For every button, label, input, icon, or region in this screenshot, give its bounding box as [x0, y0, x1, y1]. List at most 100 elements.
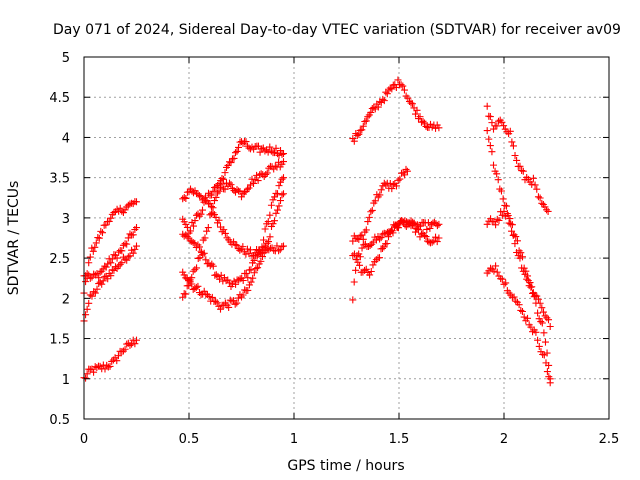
y-tick-label: 1 [62, 373, 70, 388]
data-point-marker [374, 103, 382, 111]
data-point-marker [513, 237, 521, 245]
series-track-c2 [349, 165, 411, 245]
data-point-marker [538, 199, 546, 207]
data-point-marker [133, 198, 140, 206]
data-point-marker [497, 187, 505, 195]
data-point-marker [483, 220, 491, 228]
data-point-marker [518, 253, 526, 261]
data-point-marker [428, 238, 436, 246]
x-tick-label: 1 [290, 432, 298, 447]
data-point-marker [191, 187, 199, 195]
data-point-marker [93, 285, 101, 293]
data-point-marker [513, 156, 521, 164]
data-point-marker [97, 227, 105, 235]
data-point-marker [250, 269, 258, 277]
data-point-marker [529, 174, 537, 182]
data-point-marker [238, 193, 245, 201]
data-point-marker [532, 299, 540, 307]
y-tick-label: 0.5 [49, 413, 70, 428]
data-point-marker [208, 191, 215, 199]
data-point-marker [380, 243, 388, 251]
data-point-marker [413, 106, 421, 114]
data-point-marker [527, 283, 535, 291]
data-point-marker [501, 201, 509, 209]
data-point-marker [112, 263, 119, 271]
data-point-marker [520, 264, 528, 272]
data-point-marker [215, 180, 223, 188]
data-point-marker [247, 181, 254, 189]
data-point-marker [267, 201, 275, 209]
data-point-marker [105, 217, 113, 225]
data-point-marker [367, 268, 375, 275]
data-point-marker [488, 119, 496, 127]
data-point-marker [394, 223, 401, 231]
data-point-marker [524, 314, 532, 322]
y-tick-label: 3.5 [49, 172, 70, 187]
data-point-marker [531, 181, 539, 189]
data-point-marker [236, 275, 244, 283]
data-point-marker [243, 245, 251, 253]
data-point-marker [197, 210, 205, 218]
data-point-marker [194, 254, 202, 262]
data-point-marker [247, 266, 255, 274]
data-point-marker [128, 246, 136, 254]
data-point-marker [424, 219, 432, 227]
x-tick-label: 1.5 [389, 432, 410, 447]
data-points [80, 76, 554, 387]
data-point-marker [413, 225, 421, 233]
data-point-marker [511, 151, 519, 159]
x-tick-label: 0.5 [179, 432, 200, 447]
data-point-marker [107, 272, 115, 280]
series-track-b1 [179, 185, 287, 260]
data-point-marker [528, 180, 536, 188]
data-point-marker [209, 187, 217, 195]
data-point-marker [103, 361, 111, 369]
data-point-marker [196, 254, 204, 262]
data-point-marker [263, 239, 271, 247]
data-point-marker [250, 179, 258, 187]
data-point-marker [123, 203, 131, 211]
data-point-marker [502, 279, 510, 287]
data-point-marker [394, 176, 402, 184]
data-point-marker [498, 211, 506, 219]
series-track-d2 [483, 127, 554, 330]
data-point-marker [206, 211, 214, 219]
data-point-marker [233, 147, 241, 155]
data-point-marker [526, 279, 534, 287]
data-point-marker [208, 293, 216, 301]
data-point-marker [209, 204, 217, 212]
data-point-marker [352, 266, 360, 274]
data-point-marker [249, 274, 257, 282]
data-point-marker [533, 185, 541, 193]
data-point-marker [540, 329, 548, 337]
data-point-marker [133, 224, 140, 232]
data-point-marker [403, 167, 411, 175]
data-point-marker [518, 167, 526, 175]
x-tick-label: 2.5 [599, 432, 620, 447]
data-point-marker [192, 283, 200, 291]
data-point-marker [123, 256, 131, 264]
data-point-marker [82, 374, 90, 382]
data-point-marker [426, 224, 434, 232]
data-point-marker [83, 270, 91, 278]
data-point-marker [203, 197, 211, 205]
data-point-marker [124, 253, 132, 261]
data-point-marker [280, 158, 287, 166]
y-tick-label: 2 [62, 292, 70, 307]
data-point-marker [188, 187, 196, 195]
data-point-marker [271, 162, 279, 170]
data-point-marker [416, 113, 424, 121]
data-point-marker [532, 328, 540, 336]
data-point-marker [275, 247, 283, 255]
data-point-marker [534, 336, 542, 344]
data-point-marker [516, 162, 524, 170]
data-point-marker [260, 236, 268, 244]
data-point-marker [119, 347, 127, 355]
data-point-marker [189, 267, 197, 275]
data-point-marker [113, 254, 121, 262]
data-point-marker [435, 220, 443, 228]
data-point-marker [88, 292, 96, 300]
data-point-marker [377, 186, 385, 194]
data-point-marker [366, 242, 374, 250]
data-point-marker [264, 218, 272, 226]
